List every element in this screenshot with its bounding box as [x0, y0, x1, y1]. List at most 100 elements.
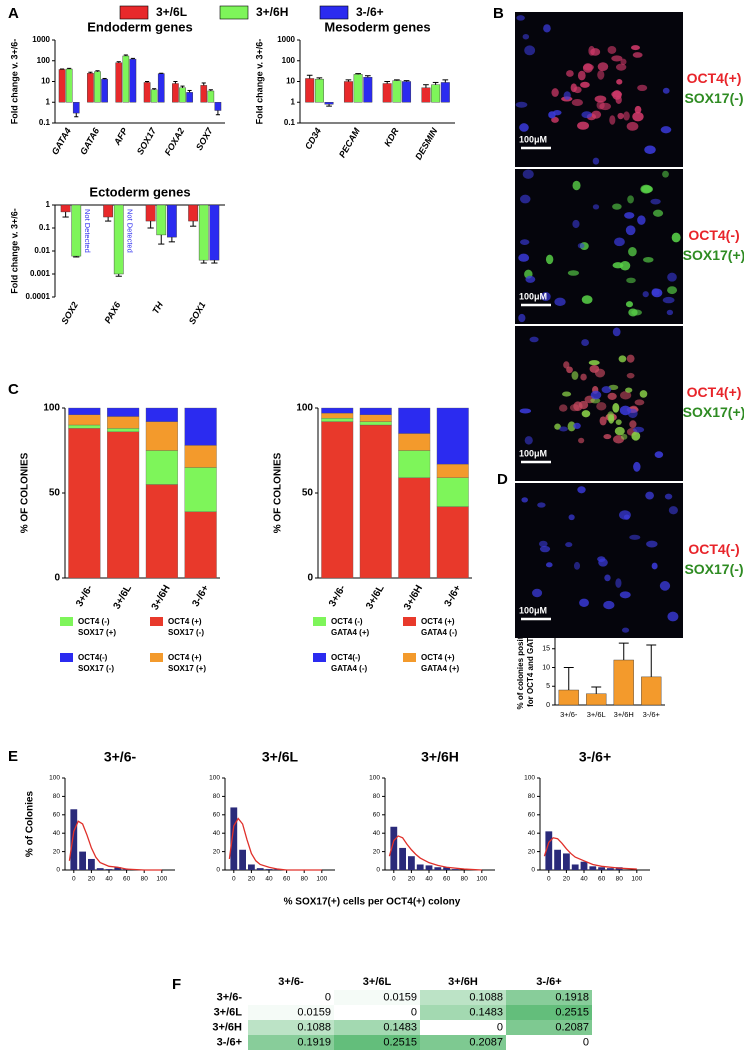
x-tick-label: KDR — [382, 126, 401, 148]
cell — [625, 225, 636, 236]
cell — [515, 101, 528, 108]
legend-swatch — [219, 5, 249, 20]
cell — [577, 70, 586, 81]
y-tick-label: 100 — [43, 403, 60, 414]
legend-swatch — [403, 653, 416, 662]
y-tick-label: 60 — [53, 812, 61, 819]
bar — [392, 80, 402, 103]
cell — [632, 52, 643, 58]
cell — [616, 79, 623, 85]
cell — [567, 270, 580, 276]
micrograph-label: SOX17(+) — [683, 404, 744, 420]
bar — [440, 82, 450, 103]
cell — [538, 540, 548, 548]
histogram-bar — [390, 826, 398, 870]
cell — [617, 112, 624, 120]
micrograph-label: SOX17(-) — [684, 90, 743, 106]
fit-curve — [543, 837, 637, 870]
bar-segment — [107, 428, 140, 432]
x-tick-label: 3+/6- — [560, 710, 578, 719]
bar — [207, 90, 215, 103]
y-tick-label: 20 — [373, 848, 381, 855]
y-tick-label: 80 — [528, 793, 536, 800]
bar-segment — [436, 463, 469, 478]
y-axis-title: Fold change v. 3+/6- — [9, 208, 19, 294]
y-tick-label: 1000 — [277, 35, 295, 44]
cell — [589, 365, 600, 373]
bar — [71, 204, 82, 257]
y-axis-title: % OF COLONIES — [20, 452, 31, 533]
cell — [598, 558, 608, 567]
bar-segment — [436, 506, 469, 579]
x-tick-label: 60 — [283, 876, 291, 883]
cell — [573, 422, 581, 430]
cell — [662, 170, 669, 178]
y-tick-label: 100 — [209, 775, 220, 782]
histogram-bar — [79, 851, 86, 870]
cell — [614, 426, 625, 436]
cell — [662, 87, 670, 94]
cell-value: 0.1088 — [297, 1021, 331, 1033]
cell — [667, 286, 678, 295]
bar — [145, 204, 156, 222]
cell-value: 0.2515 — [383, 1036, 417, 1048]
cell — [567, 421, 576, 432]
cell — [554, 297, 566, 307]
bar — [363, 77, 373, 103]
x-tick-label: GATA6 — [78, 125, 102, 156]
cell — [573, 561, 581, 570]
x-tick-label: CD34 — [303, 126, 323, 151]
cell — [667, 272, 677, 282]
y-tick-label: 10 — [41, 77, 50, 86]
x-tick-label: 100 — [156, 876, 167, 883]
cell — [519, 123, 529, 132]
cell — [632, 426, 645, 433]
histogram-bar — [96, 868, 104, 870]
cell — [626, 277, 636, 284]
x-tick-label: 3-/6+ — [443, 583, 464, 609]
cell — [522, 169, 534, 179]
fit-curve — [68, 820, 162, 871]
cell — [651, 562, 658, 570]
y-tick-label: 20 — [213, 848, 221, 855]
y-tick-label: 40 — [373, 830, 381, 837]
table-cell — [334, 990, 420, 1005]
table-cell — [506, 1005, 592, 1020]
x-tick-label: 20 — [408, 876, 416, 883]
cell — [545, 562, 553, 568]
table-cell — [334, 1020, 420, 1035]
x-tick-label: 20 — [88, 876, 96, 883]
cell — [563, 361, 570, 369]
y-tick-label: 10 — [286, 77, 295, 86]
value-label: Not Detected — [83, 209, 92, 253]
histogram-bar — [88, 858, 95, 870]
y-tick-label: 60 — [373, 812, 381, 819]
cell-value: 0.1919 — [297, 1036, 331, 1048]
x-tick-label: GATA4 — [50, 126, 73, 156]
legend-label: OCT4 (+) SOX17 (+) — [168, 653, 206, 673]
cell — [518, 253, 530, 262]
micrograph — [515, 12, 683, 167]
cell — [632, 111, 644, 122]
bar — [214, 102, 222, 111]
cell-value: 0 — [325, 991, 331, 1003]
x-tick-label: SOX7 — [194, 125, 215, 152]
cell — [563, 91, 571, 100]
cell — [580, 373, 587, 381]
x-tick-label: 60 — [123, 876, 131, 883]
cell — [621, 627, 630, 633]
legend-label: OCT4 (+) SOX17 (-) — [168, 617, 204, 637]
x-tick-label: FOXA2 — [163, 126, 187, 157]
y-axis-title: % OF COLONIES — [273, 452, 284, 533]
cell — [603, 434, 612, 440]
x-tick-label: SOX2 — [59, 300, 80, 326]
x-tick-label: 100 — [316, 876, 327, 883]
x-tick-label: PECAM — [337, 126, 362, 160]
cell-value: 0.1483 — [383, 1021, 417, 1033]
cell — [612, 327, 621, 337]
cell — [641, 185, 653, 193]
y-tick-label: 15 — [542, 646, 550, 653]
cell — [590, 397, 601, 404]
bar — [558, 689, 579, 706]
cell — [566, 70, 574, 77]
